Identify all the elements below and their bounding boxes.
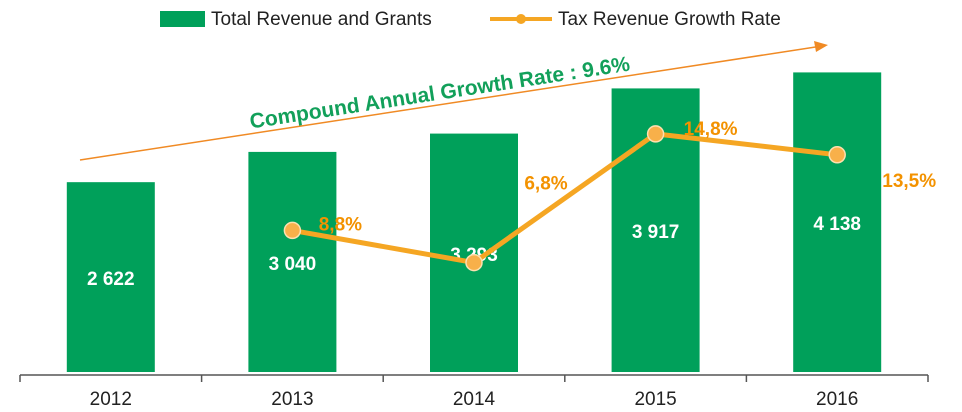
- bar-label: 2 622: [87, 269, 135, 290]
- x-tick-label: 2012: [90, 389, 132, 410]
- line-point: [465, 253, 483, 272]
- legend-label: Total Revenue and Grants: [211, 9, 432, 30]
- line: [291, 131, 838, 266]
- x-tick-label: 2015: [634, 389, 676, 410]
- legend-label: Tax Revenue Growth Rate: [558, 9, 781, 30]
- line-point: [646, 125, 665, 143]
- line-label: 8,8%: [319, 214, 362, 235]
- bar: [430, 133, 518, 372]
- growth-arrow: [79, 45, 823, 161]
- line-label: 13,5%: [882, 171, 936, 192]
- annotation: Compound Annual Growth Rate : 9.6%: [248, 53, 632, 134]
- bar: [248, 151, 337, 372]
- bar-label: 3 040: [269, 254, 317, 275]
- legend-marker: [516, 14, 526, 24]
- x-tick-label: 2014: [453, 389, 496, 410]
- bar: [793, 72, 882, 372]
- arrow-head: [814, 41, 828, 52]
- line-point: [283, 221, 302, 240]
- x-tick-label: 2016: [816, 389, 858, 410]
- line-label: 14,8%: [684, 119, 738, 140]
- bar: [66, 182, 155, 372]
- line-label: 6,8%: [524, 174, 567, 195]
- bar-label: 4 138: [813, 214, 861, 235]
- legend-swatch: [160, 11, 205, 27]
- bar-label: 3 917: [632, 222, 680, 243]
- x-tick-label: 2013: [271, 389, 313, 410]
- line-point: [828, 146, 846, 164]
